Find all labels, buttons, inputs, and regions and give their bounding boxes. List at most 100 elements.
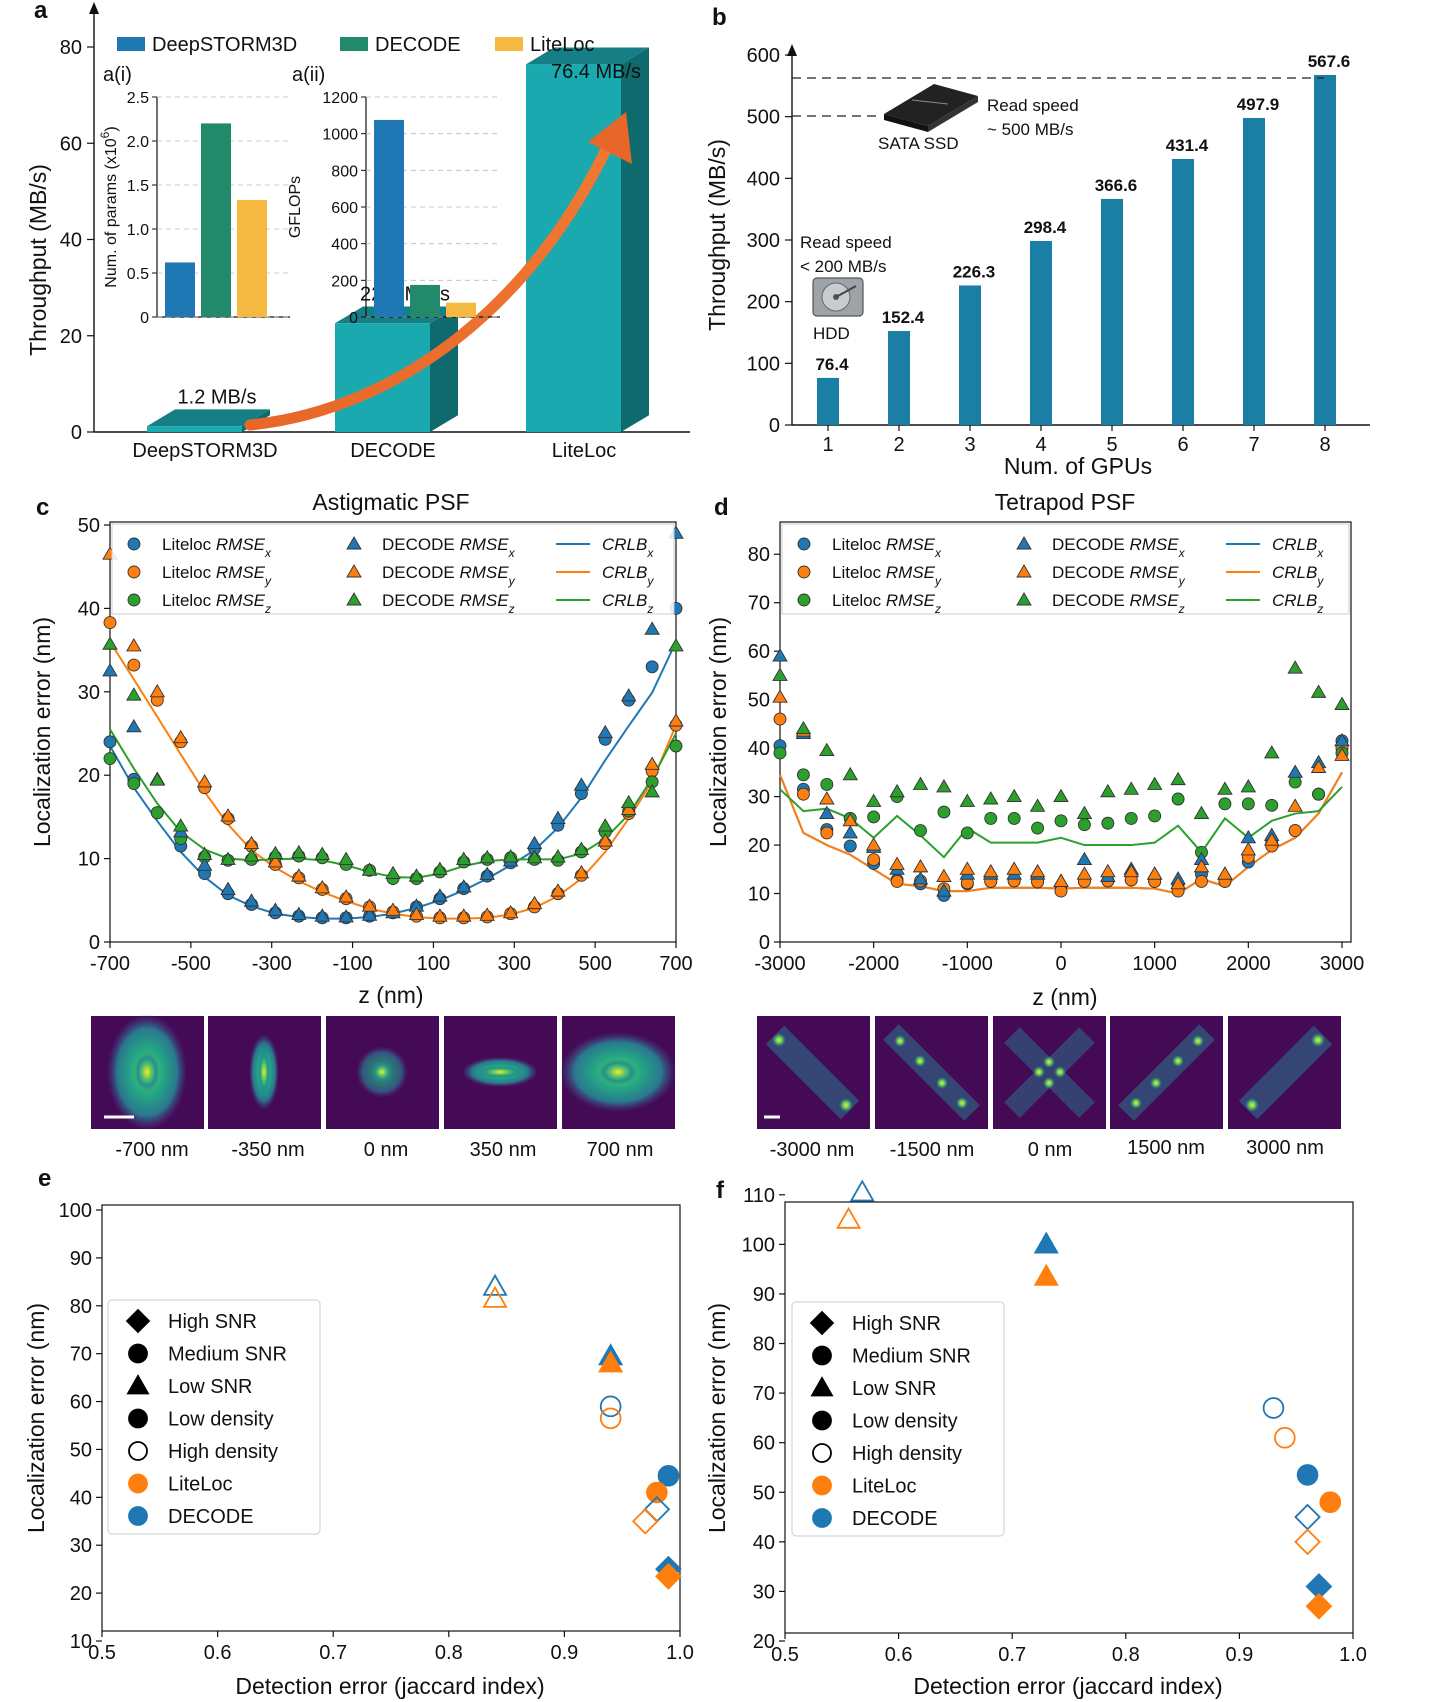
panel-b-xtick-label: 7: [1248, 434, 1259, 456]
decode-marker: [102, 663, 118, 677]
decode-point: [1033, 1231, 1059, 1254]
legend-marker-liteloc: [127, 565, 141, 579]
panel-b-y-arrowhead: [787, 44, 797, 56]
legend-label: DECODE RMSEz: [382, 591, 515, 616]
decode-marker: [772, 648, 788, 662]
decode-marker: [291, 868, 307, 882]
legend-marker: [812, 1508, 832, 1528]
decode-marker: [126, 638, 142, 652]
xtick-label: 0.5: [88, 1642, 116, 1664]
panel-b-bar: [1030, 240, 1052, 425]
legend-marker-decode: [346, 564, 362, 578]
xtick-label: 1.0: [666, 1642, 694, 1664]
liteloc-marker: [960, 826, 974, 840]
liteloc-marker: [890, 874, 904, 888]
panel-b: 0 100 200 300 400 500 600 1 2 3 4 5 6 7 8 76.4 152.4 22…: [704, 44, 1370, 479]
legend-marker: [126, 1374, 150, 1395]
psf-c-minus700: [91, 1014, 204, 1130]
liteloc-marker: [843, 839, 857, 853]
liteloc-marker: [1077, 818, 1091, 832]
legend-label: High SNR: [168, 1311, 257, 1333]
xtick-label: 1000: [1132, 953, 1177, 975]
legend-label: CRLBy: [602, 563, 654, 588]
liteloc-marker: [867, 810, 881, 824]
inset-a-i: a(i) 0 0.5 1.0 1.5 2.0 2.5 Num. of params (x1…: [98, 64, 290, 327]
panel-b-ytick-label: 400: [747, 168, 780, 190]
ytick-label: 60: [70, 1392, 92, 1414]
inset-ytick-label: 2.5: [127, 90, 149, 107]
ssd-speed-line1: Read speed: [987, 96, 1079, 115]
xtick-label: 0.6: [885, 1644, 913, 1666]
liteloc-point: [599, 1407, 622, 1430]
decode-marker: [149, 683, 166, 698]
legend-marker-decode: [1016, 592, 1032, 606]
hdd-speed-line1: Read speed: [800, 233, 892, 252]
decode-marker: [1310, 759, 1327, 773]
liteloc-marker: [773, 712, 787, 726]
decode-marker: [1287, 798, 1303, 812]
legend-marker: [128, 1343, 148, 1364]
liteloc-point: [1274, 1426, 1296, 1449]
legend-label: DECODE RMSEx: [382, 535, 516, 560]
panel-e: Localization error (nm) Detection error …: [23, 1200, 694, 1699]
panel-a-bar-value: 1.2 MB/s: [178, 386, 257, 408]
decode-marker: [1263, 832, 1280, 846]
psf-c-700: [560, 1016, 676, 1129]
panel-label-c: c: [36, 494, 49, 521]
panel-b-bar-value: 567.6: [1308, 52, 1351, 71]
psf-d-label-minus1500: -1500 nm: [890, 1139, 975, 1161]
ytick-label: 110: [743, 1185, 775, 1207]
liteloc-marker: [796, 787, 810, 801]
psf-c-label-minus350: -350 nm: [231, 1139, 304, 1161]
ytick-label: 70: [70, 1344, 92, 1366]
legend-label: Low SNR: [852, 1378, 936, 1400]
liteloc-point: [1294, 1528, 1321, 1556]
psf-d-label-minus3000: -3000 nm: [770, 1139, 855, 1161]
panel-a-bar-value: 76.4 MB/s: [551, 61, 641, 83]
ytick-label: 30: [70, 1535, 92, 1557]
legend-marker-liteloc: [127, 593, 141, 607]
liteloc-point: [836, 1206, 862, 1229]
liteloc-marker: [1265, 798, 1279, 812]
decode-marker: [1287, 764, 1303, 778]
decode-marker: [889, 856, 905, 870]
decode-marker: [479, 849, 495, 864]
xtick-label: -500: [171, 953, 211, 975]
decode-marker: [573, 777, 590, 791]
decode-point: [1294, 1503, 1321, 1531]
liteloc-point: [631, 1507, 659, 1535]
xtick-label: 3000: [1320, 953, 1365, 975]
panel-a-legend: DeepSTORM3D DECODE LiteLoc: [117, 34, 595, 56]
decode-marker: [220, 881, 236, 895]
legend-label-liteloc: LiteLoc: [530, 34, 595, 56]
psf-strip-d: -3000 nm -1500 nm 0 nm 1500 nm 3000 nm: [757, 1016, 1341, 1161]
legend-label: CRLBy: [1272, 563, 1324, 588]
panel-b-ytick-label: 600: [747, 45, 780, 67]
ytick-label: 70: [753, 1383, 775, 1405]
panel-a-y-arrowhead: [89, 2, 99, 14]
psf-c-label-700: 700 nm: [587, 1139, 654, 1161]
ytick-label: 0: [89, 932, 100, 954]
decode-marker: [172, 818, 189, 832]
liteloc-marker: [937, 805, 951, 819]
legend-marker-decode: [346, 536, 362, 550]
legend-box: [107, 1299, 321, 1535]
panel-f-ylabel: Localization error (nm): [704, 1303, 730, 1533]
ytick-label: 50: [748, 690, 770, 712]
decode-marker: [819, 791, 835, 805]
legend-label: Low density: [168, 1409, 274, 1431]
xtick-label: 300: [498, 953, 531, 975]
panel-e-ylabel: Localization error (nm): [23, 1303, 49, 1533]
decode-marker: [865, 837, 882, 851]
xtick-label: 1.0: [1339, 1644, 1367, 1666]
decode-marker: [361, 898, 378, 912]
liteloc-marker: [820, 778, 834, 791]
ytick-label: 70: [748, 593, 770, 615]
decode-marker: [361, 907, 378, 921]
panel-b-ylabel: Throughput (MB/s): [704, 139, 730, 331]
panel-c-frame: [109, 521, 677, 943]
inset-ytick-label: 0: [140, 310, 149, 327]
panel-b-ytick-label: 200: [747, 292, 780, 314]
legend-label: DECODE RMSEz: [1052, 591, 1185, 616]
hdd-speed-line2: < 200 MB/s: [800, 257, 886, 276]
